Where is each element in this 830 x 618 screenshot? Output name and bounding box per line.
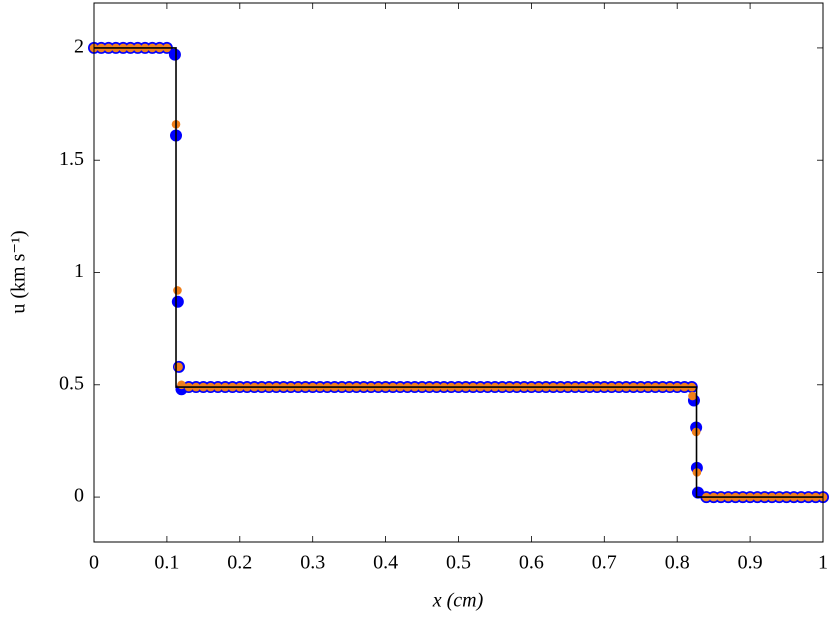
x-tick-label: 0.2 (227, 552, 252, 574)
x-tick-label: 0.4 (373, 552, 398, 574)
x-tick-label: 0.3 (300, 552, 325, 574)
x-tick-label: 0.9 (738, 552, 763, 574)
x-tick-label: 0.1 (154, 552, 179, 574)
x-tick-label: 0.8 (665, 552, 690, 574)
y-axis-label: u (km s⁻¹) (8, 230, 30, 313)
data-point (688, 391, 697, 401)
y-tick-label: 0 (74, 485, 84, 507)
x-tick-label: 0.5 (446, 552, 471, 574)
data-point (168, 48, 181, 61)
plot-frame (93, 2, 824, 543)
y-tick-label: 1.5 (59, 148, 84, 170)
x-tick-label: 0 (89, 552, 99, 574)
y-tick-label: 2 (74, 36, 84, 58)
y-tick-label: 0.5 (59, 372, 84, 394)
x-tick-label: 0.7 (592, 552, 617, 574)
x-axis-label: x (cm) (432, 590, 484, 612)
data-point (171, 295, 184, 308)
line (94, 47, 823, 498)
x-tick-label: 1 (818, 552, 828, 574)
y-tick-label: 1 (74, 260, 84, 282)
x-tick-label: 0.6 (519, 552, 544, 574)
data-point (173, 286, 182, 295)
